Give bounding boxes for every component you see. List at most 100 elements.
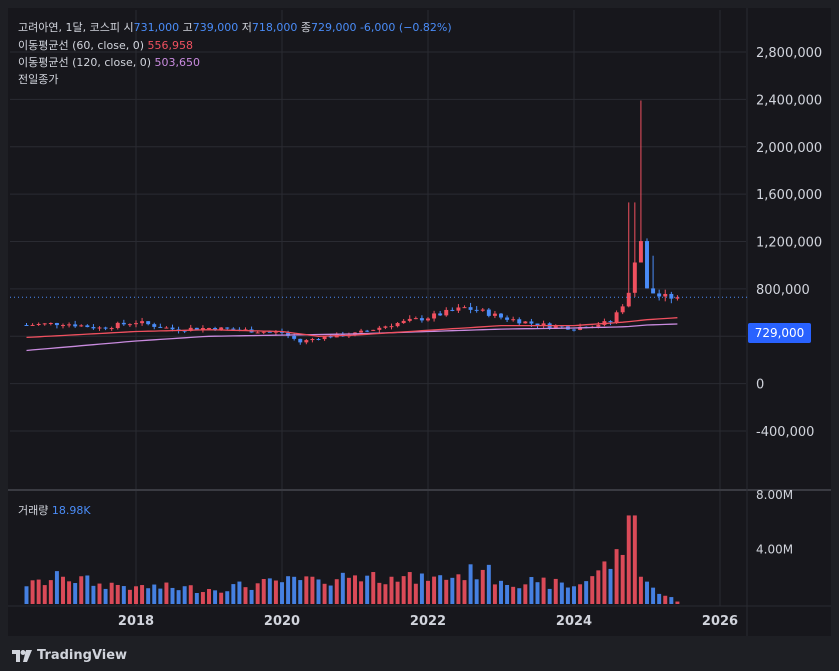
price-tick-label: 2,000,000 — [756, 141, 822, 156]
candle-body — [462, 307, 467, 309]
candle-body — [480, 309, 485, 311]
low-value: 718,000 — [251, 21, 298, 34]
candle-body — [121, 322, 126, 325]
candle-body — [669, 293, 674, 299]
candle-body — [395, 323, 400, 327]
candle-body — [97, 327, 102, 329]
candle-body — [79, 325, 84, 327]
volume-bar — [109, 582, 114, 604]
candle-body — [523, 321, 528, 324]
open-value: 731,000 — [133, 21, 180, 34]
volume-bar — [334, 579, 339, 604]
volume-bar — [73, 583, 78, 604]
candle-body — [207, 327, 211, 329]
volume-bar — [468, 564, 473, 604]
volume-bar — [30, 580, 35, 604]
candle-body — [30, 324, 35, 326]
candle-body — [310, 339, 315, 341]
price-tick-label: 1,600,000 — [756, 188, 822, 203]
volume-bar — [42, 585, 47, 604]
candle-body — [243, 329, 248, 331]
candle-body — [511, 319, 516, 321]
ma60-legend[interactable]: 이동평균선 (60, close, 0) 556,958 — [18, 37, 193, 53]
volume-label: 거래량 — [18, 504, 49, 517]
volume-bar — [559, 582, 564, 604]
footer-bar — [0, 636, 839, 671]
volume-bar — [565, 587, 570, 604]
candle-body — [474, 309, 479, 311]
candle-body — [383, 326, 388, 328]
candle-body — [200, 327, 205, 330]
candle-body — [225, 327, 230, 329]
last-price-tag: 729,000 — [748, 323, 811, 343]
volume-bar — [188, 585, 193, 604]
candle-body — [109, 328, 114, 330]
volume-bar — [346, 577, 351, 604]
ma120-legend[interactable]: 이동평균선 (120, close, 0) 503,650 — [18, 54, 200, 70]
candle-body — [188, 327, 193, 331]
time-tick-label: 2024 — [556, 614, 592, 629]
volume-bar — [456, 574, 461, 604]
price-tick-label: 2,400,000 — [756, 93, 822, 108]
candle-body — [553, 325, 558, 328]
volume-bar — [596, 570, 601, 604]
volume-bar — [164, 582, 169, 604]
volume-bar — [359, 581, 364, 604]
prev-close-legend[interactable]: 전일종가 — [18, 71, 58, 87]
candle-body — [505, 317, 510, 320]
candle-body — [492, 313, 497, 316]
candle-body — [413, 318, 418, 320]
candle-body — [280, 331, 284, 333]
low-label: 저 — [241, 21, 252, 34]
volume-bar — [535, 582, 540, 604]
volume-bar — [620, 554, 625, 604]
volume-bar — [176, 590, 181, 604]
ma60-value: 556,958 — [147, 39, 194, 52]
volume-bar — [608, 568, 613, 604]
volume-bar — [675, 601, 680, 604]
price-tick-label: 800,000 — [756, 283, 810, 298]
volume-bar — [340, 572, 345, 604]
time-tick-label: 2022 — [410, 614, 446, 629]
candle-body — [541, 323, 546, 326]
time-tick-label: 2018 — [118, 614, 154, 629]
volume-bar — [407, 572, 412, 604]
candle-body — [42, 323, 47, 325]
volume-bar — [286, 576, 291, 604]
candle-body — [328, 336, 333, 338]
candle-body — [152, 324, 157, 327]
candle-body — [54, 322, 59, 326]
volume-bar — [584, 581, 589, 604]
volume-bar — [194, 592, 199, 604]
volume-bar — [651, 587, 656, 604]
volume-bar — [213, 590, 218, 604]
candle-body — [61, 325, 65, 327]
candle-body — [140, 321, 145, 324]
volume-bar — [541, 577, 546, 604]
time-tick-label: 2026 — [702, 614, 738, 629]
candle-body — [170, 327, 175, 330]
volume-bar — [207, 589, 211, 604]
candle-body — [456, 307, 461, 311]
volume-bar — [170, 587, 175, 604]
volume-bar — [505, 584, 510, 604]
volume-bar — [261, 579, 266, 604]
candle-body — [419, 318, 424, 321]
candle-body — [620, 306, 625, 313]
candle-body — [632, 262, 637, 293]
candle-body — [407, 318, 412, 321]
symbol-label: 고려아연, 1달, 코스피 — [18, 21, 120, 34]
candle-body — [103, 327, 108, 329]
candle-body — [359, 330, 364, 333]
candle-body — [146, 321, 151, 325]
candle-body — [371, 329, 376, 331]
candle-body — [24, 324, 29, 326]
tradingview-logo[interactable]: TradingView — [12, 648, 127, 663]
volume-bar — [310, 576, 315, 604]
volume-bar — [255, 583, 260, 604]
volume-legend[interactable]: 거래량 18.98K — [18, 502, 91, 518]
volume-bar — [389, 576, 394, 604]
candle-body — [608, 321, 613, 323]
high-value: 739,000 — [192, 21, 239, 34]
